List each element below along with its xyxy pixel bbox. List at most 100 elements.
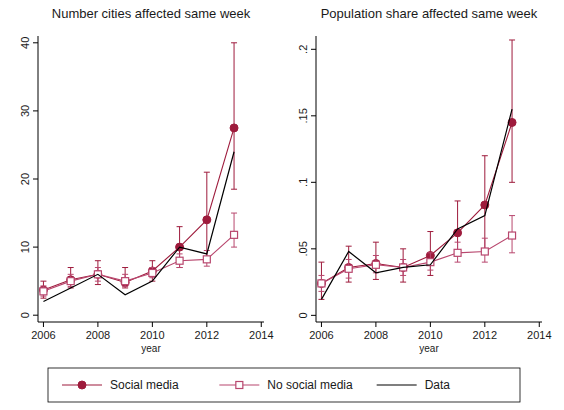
error-bar-cap xyxy=(231,213,237,214)
background xyxy=(0,0,564,410)
data-point xyxy=(481,248,488,255)
error-bar xyxy=(427,232,433,276)
y-tick xyxy=(311,115,316,116)
chart-title: Number cities affected same week xyxy=(52,6,251,21)
error-bar-cap xyxy=(373,255,379,256)
error-bar-cap xyxy=(177,267,183,268)
error-bar-cap xyxy=(427,252,433,253)
error-bar-cap xyxy=(318,262,324,263)
legend-marker xyxy=(236,382,243,389)
y-tick-label: 40 xyxy=(19,37,31,49)
error-bar-cap xyxy=(95,284,101,285)
x-tick xyxy=(43,322,44,327)
data-point xyxy=(372,261,379,268)
series-line xyxy=(43,128,234,290)
x-tick-label: 2006 xyxy=(309,329,333,341)
x-tick-label: 2010 xyxy=(140,329,164,341)
legend-line xyxy=(377,384,417,385)
error-bar-cap xyxy=(346,278,352,279)
legend-label: No social media xyxy=(267,378,353,392)
data-point xyxy=(203,256,210,263)
error-bar xyxy=(318,262,324,299)
error-bar-cap xyxy=(455,200,461,201)
plot-area xyxy=(39,43,238,302)
y-tick-label: .2 xyxy=(297,45,309,54)
chart-figure: Number cities affected same week01020304… xyxy=(0,0,564,410)
data-point xyxy=(318,280,325,287)
error-bar-cap xyxy=(318,275,324,276)
error-bar-cap xyxy=(400,259,406,260)
x-tick-label: 2006 xyxy=(31,329,55,341)
error-bar-cap xyxy=(95,267,101,268)
error-bar-cap xyxy=(400,282,406,283)
error-bar-cap xyxy=(318,291,324,292)
error-bar xyxy=(400,249,406,282)
error-bar xyxy=(346,259,352,278)
y-tick-label: .15 xyxy=(297,108,309,123)
y-tick-label: .05 xyxy=(297,241,309,256)
x-tick xyxy=(430,322,431,327)
data-point xyxy=(40,288,47,295)
error-bar-cap xyxy=(149,260,155,261)
data-point xyxy=(203,216,211,224)
error-bar xyxy=(95,261,101,285)
series-line xyxy=(321,122,512,283)
error-bar-cap xyxy=(40,296,46,297)
error-bar-cap xyxy=(455,242,461,243)
error-bar-cap xyxy=(122,267,128,268)
chart-title: Population share affected same week xyxy=(321,6,538,21)
series-line xyxy=(43,152,234,302)
series-line xyxy=(321,236,512,284)
series-line xyxy=(321,109,512,299)
error-bar xyxy=(231,43,237,189)
data-point xyxy=(67,278,74,285)
x-tick-label: 2012 xyxy=(473,329,497,341)
x-tick xyxy=(375,322,376,327)
x-axis-label: year xyxy=(141,343,161,354)
error-bar-line xyxy=(430,232,431,276)
error-bar-line xyxy=(234,213,235,247)
x-tick xyxy=(97,322,98,327)
x-tick xyxy=(206,322,207,327)
y-tick xyxy=(311,182,316,183)
error-bar-cap xyxy=(122,286,128,287)
x-tick-label: 2014 xyxy=(527,329,551,341)
error-bar-cap xyxy=(427,270,433,271)
error-bar-cap xyxy=(204,250,210,251)
x-tick-label: 2014 xyxy=(249,329,273,341)
error-bar-cap xyxy=(509,215,515,216)
error-bar-cap xyxy=(509,39,515,40)
error-bar-cap xyxy=(346,246,352,247)
y-tick xyxy=(33,110,38,111)
error-bar-cap xyxy=(122,287,128,288)
error-bar xyxy=(373,242,379,279)
error-bar-cap xyxy=(509,182,515,183)
error-bar-cap xyxy=(231,247,237,248)
error-bar xyxy=(68,268,74,288)
legend-marker xyxy=(78,381,86,389)
error-bar-cap xyxy=(68,274,74,275)
y-tick-label: 30 xyxy=(19,105,31,117)
legend-box xyxy=(48,368,520,402)
error-bar xyxy=(40,281,46,298)
error-bar-cap xyxy=(204,266,210,267)
y-tick xyxy=(33,247,38,248)
error-bar-cap xyxy=(400,248,406,249)
error-bar xyxy=(509,216,515,253)
y-tick xyxy=(311,49,316,50)
legend-label: Social media xyxy=(110,378,179,392)
data-point xyxy=(231,231,238,238)
error-bar-cap xyxy=(373,279,379,280)
error-bar-cap xyxy=(346,282,352,283)
y-tick xyxy=(311,248,316,249)
error-bar-cap xyxy=(149,267,155,268)
error-bar-cap xyxy=(400,275,406,276)
error-bar-cap xyxy=(177,253,183,254)
error-bar-cap xyxy=(177,226,183,227)
error-bar xyxy=(373,255,379,272)
x-tick xyxy=(539,322,540,327)
error-bar-line xyxy=(234,43,235,189)
error-bar-cap xyxy=(231,42,237,43)
error-bar-cap xyxy=(427,231,433,232)
x-tick-label: 2012 xyxy=(195,329,219,341)
